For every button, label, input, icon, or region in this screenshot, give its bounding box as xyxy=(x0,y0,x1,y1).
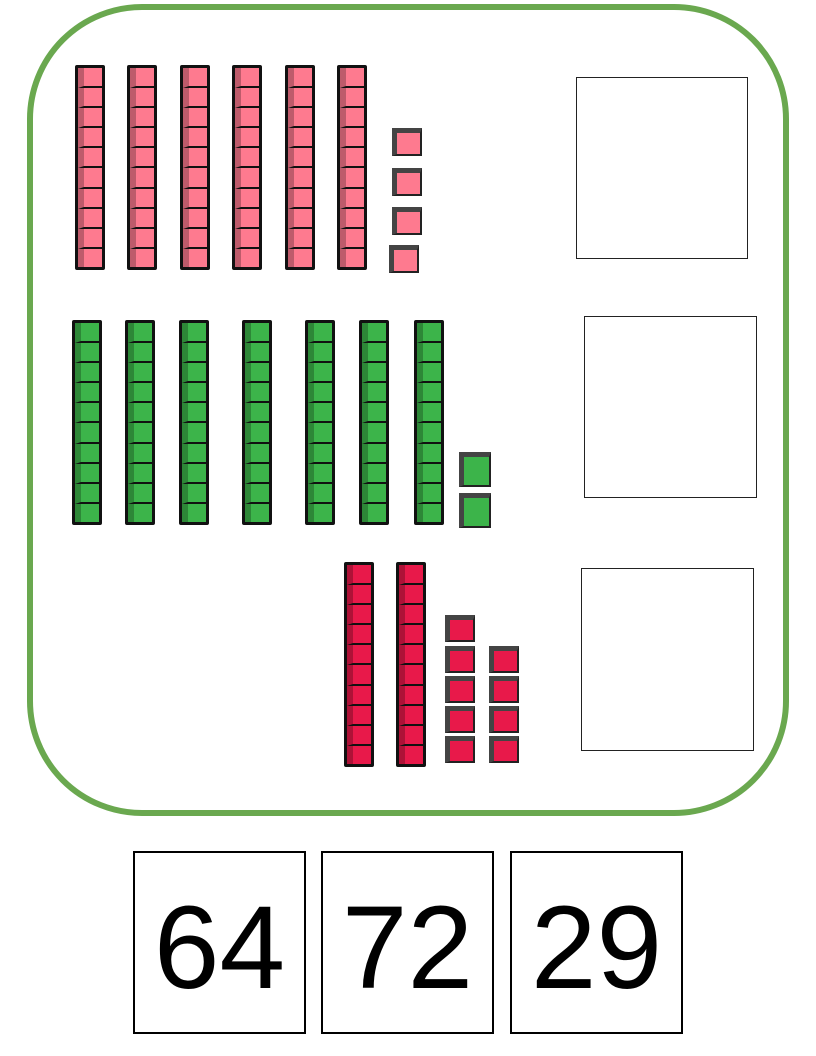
one-cube xyxy=(445,615,475,642)
one-cube xyxy=(489,676,519,703)
one-cube xyxy=(392,168,422,196)
ten-rod xyxy=(396,562,426,767)
ten-rod xyxy=(337,65,367,270)
answer-box-3[interactable] xyxy=(581,568,754,751)
worksheet-frame xyxy=(27,4,789,816)
one-cube xyxy=(389,245,419,273)
one-cube xyxy=(489,736,519,763)
one-cube xyxy=(459,452,491,487)
answer-box-2[interactable] xyxy=(584,316,757,498)
one-cube xyxy=(392,128,422,156)
one-cube xyxy=(489,706,519,733)
number-card-64[interactable]: 64 xyxy=(133,851,306,1034)
one-cube xyxy=(489,646,519,673)
number-card-72[interactable]: 72 xyxy=(321,851,494,1034)
answer-box-1[interactable] xyxy=(576,77,748,259)
ten-rod xyxy=(414,320,444,525)
one-cube xyxy=(445,706,475,733)
number-card-29[interactable]: 29 xyxy=(510,851,683,1034)
ten-rod xyxy=(305,320,335,525)
one-cube xyxy=(459,493,491,528)
ten-rod xyxy=(179,320,209,525)
one-cube xyxy=(445,646,475,673)
one-cube xyxy=(392,207,422,235)
one-cube xyxy=(445,736,475,763)
ten-rod xyxy=(125,320,155,525)
ten-rod xyxy=(127,65,157,270)
ten-rod xyxy=(242,320,272,525)
ten-rod xyxy=(72,320,102,525)
ten-rod xyxy=(285,65,315,270)
ten-rod xyxy=(359,320,389,525)
ten-rod xyxy=(344,562,374,767)
ten-rod xyxy=(232,65,262,270)
ten-rod xyxy=(75,65,105,270)
ten-rod xyxy=(180,65,210,270)
one-cube xyxy=(445,676,475,703)
